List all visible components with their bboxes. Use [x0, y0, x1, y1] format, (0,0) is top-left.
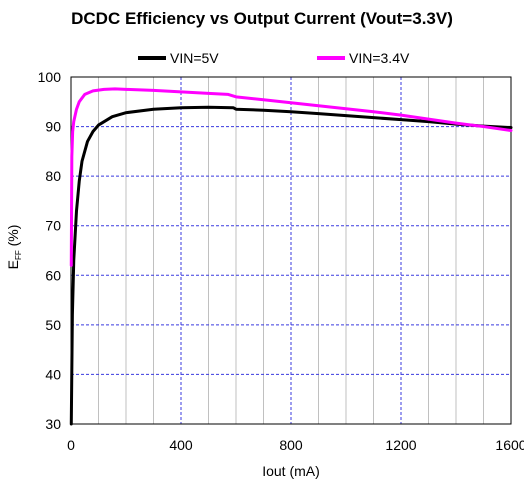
y-tick-label: 100	[38, 69, 62, 85]
y-tick-label: 40	[45, 366, 61, 382]
y-tick-label: 70	[45, 218, 61, 234]
minor-gridlines	[98, 77, 484, 424]
legend: VIN=5V VIN=3.4V	[138, 50, 410, 66]
y-tick-label: 30	[45, 416, 61, 432]
series-line-1	[69, 87, 513, 267]
y-tick-label: 80	[45, 168, 61, 184]
x-tick-label: 1200	[385, 437, 416, 453]
y-axis-label-main: E	[5, 260, 21, 269]
x-tick-label: 0	[67, 437, 75, 453]
y-axis-label-subscript: FF	[14, 250, 23, 260]
x-axis-label: Iout (mA)	[262, 463, 320, 479]
x-tick-labels: 0 400 800 1200 1600	[67, 437, 524, 453]
plot-area	[69, 76, 513, 426]
legend-label-1: VIN=3.4V	[349, 50, 410, 66]
chart-title: DCDC Efficiency vs Output Current (Vout=…	[71, 9, 453, 28]
y-tick-label: 60	[45, 267, 61, 283]
x-tick-label: 400	[169, 437, 193, 453]
y-axis-label: EFF (%)	[5, 225, 23, 270]
x-tick-label: 800	[279, 437, 303, 453]
y-axis-label-unit: (%)	[5, 225, 21, 251]
x-tick-label: 1600	[495, 437, 524, 453]
y-tick-label: 90	[45, 119, 61, 135]
series-layer	[69, 87, 513, 426]
y-tick-label: 50	[45, 317, 61, 333]
y-tick-labels: 30 40 50 60 70 80 90 100	[38, 69, 62, 432]
major-gridlines	[71, 77, 511, 424]
series-line-0	[69, 105, 513, 426]
legend-label-0: VIN=5V	[170, 50, 219, 66]
